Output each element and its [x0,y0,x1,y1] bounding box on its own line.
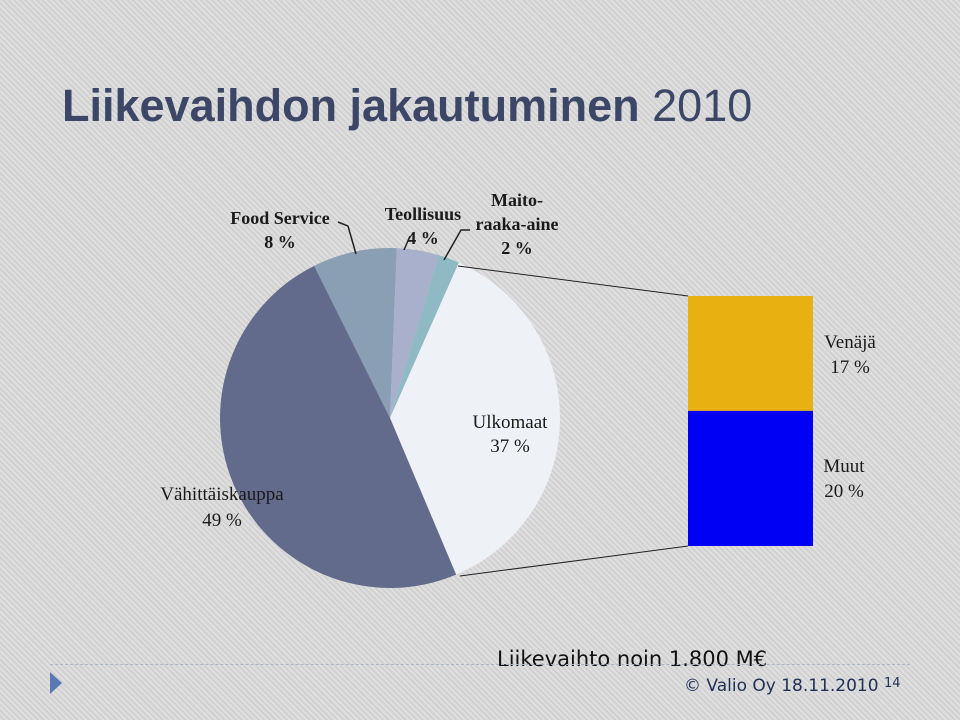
value-maito: 2 % [501,238,533,258]
breakdown-bar [688,296,813,546]
value-food-service: 8 % [264,232,296,252]
breakdown-segment-muut [688,410,813,546]
connector-line-top [457,265,689,297]
title-main: Liikevaihdon jakautuminen [62,80,640,131]
pie-slice-teollisuus [390,248,439,418]
value-ulkomaat: 37 % [490,436,530,457]
page-number: 14 [884,676,901,691]
footer-divider [50,664,910,665]
label-ulkomaat: Ulkomaat [473,412,549,433]
label-food-service: Food Service [230,208,329,228]
pie-slice-vahittaiskauppa [220,265,457,588]
title-year: 2010 [652,80,753,131]
label-teollisuus: Teollisuus [385,204,461,224]
label-maito-line1: Maito- [491,190,543,210]
label-maito-line2: raaka-aine [476,214,559,234]
leader-line-food-service [337,221,357,255]
breakdown-segment-venaja [688,296,813,411]
value-venaja: 17 % [830,357,870,378]
connector-line-bottom [459,545,689,577]
leader-line-teollisuus [403,235,411,251]
pie-slice-food-service [314,248,397,418]
footer-arrow-icon [50,672,62,694]
value-vahittaiskauppa: 49 % [202,510,242,531]
label-venaja: Venäjä [824,332,876,353]
leader-line-maito [443,229,470,261]
pie-slice-maitoraaka-aine [390,255,459,418]
pie-slice-ulkomaat [390,262,560,575]
value-teollisuus: 4 % [407,228,439,248]
copyright-text: © Valio Oy 18.11.2010 [684,676,879,696]
pie-slices [220,248,560,588]
slide-title: Liikevaihdon jakautuminen 2010 [62,80,752,132]
value-muut: 20 % [824,481,864,502]
label-vahittaiskauppa: Vähittäiskauppa [160,484,284,505]
label-muut: Muut [823,456,865,477]
revenue-note: Liikevaihto noin 1.800 M€ [497,647,768,671]
